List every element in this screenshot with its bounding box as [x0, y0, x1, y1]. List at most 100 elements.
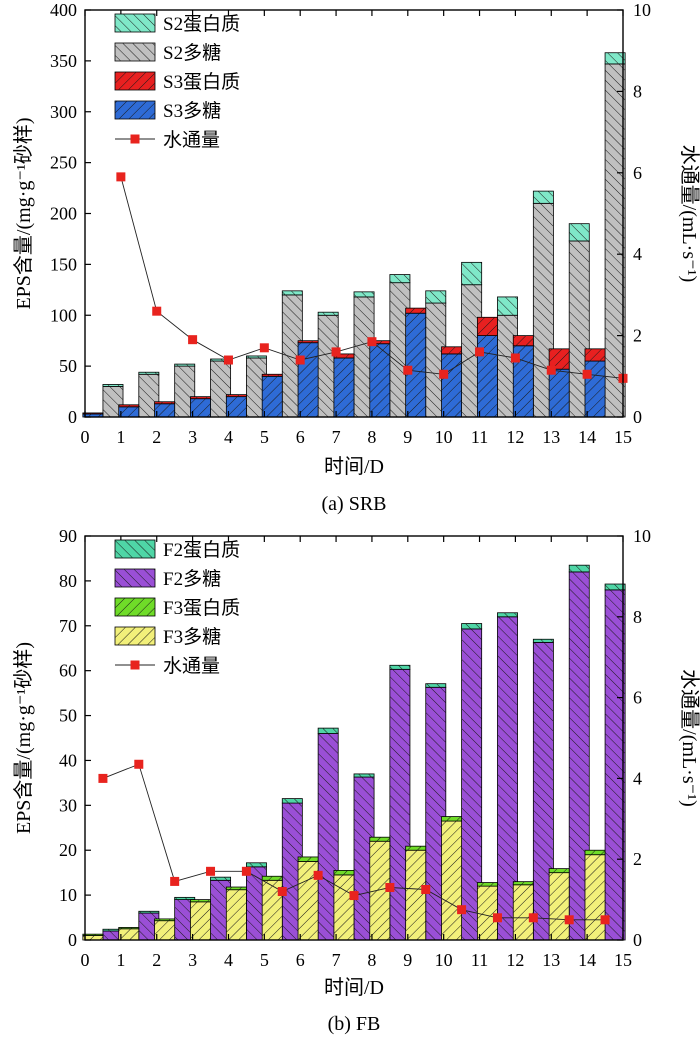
x-tick-label: 6 — [296, 950, 305, 970]
legend-label: S2多糖 — [163, 42, 221, 64]
legend-label: S2蛋白质 — [163, 13, 240, 35]
bar-hatch-f2-polysaccharide — [533, 642, 554, 940]
flux-point — [134, 759, 144, 769]
legend-label: F2蛋白质 — [163, 539, 240, 561]
flux-point — [475, 347, 485, 357]
bar-hatch-f3-polysaccharide — [262, 880, 283, 940]
bar-hatch-f2-protein — [138, 911, 159, 914]
bar-hatch-f3-polysaccharide — [369, 841, 390, 940]
legend-swatch-hatch — [115, 101, 155, 119]
bar-hatch-s2-polysaccharide — [102, 386, 124, 417]
bar-hatch-s2-protein — [497, 296, 518, 316]
bar-hatch-s3-protein — [190, 396, 211, 399]
x-tick-label: 11 — [471, 427, 488, 447]
bar-hatch-s3-protein — [82, 412, 103, 414]
bar-hatch-f2-polysaccharide — [102, 931, 124, 940]
y-axis-label: EPS含量/(mg·g⁻¹砂样) — [12, 117, 35, 309]
bar-hatch-s3-protein — [584, 348, 606, 362]
bar-hatch-s2-polysaccharide — [282, 294, 303, 417]
y-tick-label: 70 — [59, 616, 77, 636]
bar-hatch-s3-polysaccharide — [369, 343, 390, 417]
y-tick-label: 350 — [50, 51, 77, 71]
flux-point — [170, 876, 180, 886]
y2-axis-label: 水通量/(mL·s⁻¹) — [678, 145, 700, 283]
bar-hatch-f2-polysaccharide — [318, 733, 339, 940]
bar-hatch-s3-protein — [441, 346, 462, 354]
bar-hatch-s2-protein — [569, 223, 590, 241]
y-tick-label: 0 — [68, 407, 77, 427]
bar-hatch-f2-polysaccharide — [138, 913, 159, 940]
bar-hatch-s3-polysaccharide — [513, 345, 534, 417]
x-tick-label: 3 — [188, 950, 197, 970]
bar-hatch-s3-protein — [333, 353, 354, 358]
bar-hatch-f2-protein — [210, 877, 231, 881]
bar-hatch-s3-protein — [549, 348, 570, 370]
y-axis-label: EPS含量/(mg·g⁻¹砂样) — [12, 642, 35, 834]
flux-point — [349, 891, 359, 901]
bar-hatch-f3-protein — [477, 882, 498, 887]
bar-hatch-f2-protein — [174, 897, 195, 900]
y2-tick-label: 6 — [633, 688, 642, 708]
x-tick-label: 13 — [542, 427, 560, 447]
chart-panel-fb: 0 1 2 3 4 5 6 7 8 9 10 11 12 13 14 15010203040506070809… — [12, 526, 700, 1035]
flux-point — [546, 365, 556, 375]
bar-hatch-s2-protein — [354, 291, 375, 297]
bar-hatch-s3-protein — [262, 374, 283, 377]
y2-tick-label: 4 — [633, 244, 642, 264]
bar-hatch-s2-protein — [174, 364, 195, 367]
y-tick-label: 0 — [68, 930, 77, 950]
legend-marker — [130, 660, 140, 670]
y-tick-label: 400 — [50, 0, 77, 20]
bar-hatch-f2-protein — [425, 683, 446, 688]
y-tick-label: 150 — [50, 254, 77, 274]
flux-point — [564, 915, 574, 925]
bar-hatch-s3-polysaccharide — [82, 413, 103, 417]
bar-hatch-s3-polysaccharide — [190, 398, 211, 417]
x-tick-label: 8 — [367, 950, 376, 970]
bar-hatch-f3-polysaccharide — [82, 935, 103, 940]
bar-hatch-s3-polysaccharide — [154, 403, 175, 417]
bar-hatch-s3-polysaccharide — [226, 396, 247, 417]
x-tick-label: 4 — [224, 427, 233, 447]
bar-hatch-s2-protein — [102, 384, 124, 387]
bar-hatch-f2-polysaccharide — [605, 589, 626, 940]
legend-label: F3多糖 — [163, 626, 221, 648]
bar-hatch-f3-polysaccharide — [190, 901, 211, 940]
bar-hatch-f2-protein — [354, 773, 375, 778]
bar-hatch-f3-polysaccharide — [154, 920, 175, 940]
bar-hatch-f3-polysaccharide — [298, 861, 319, 940]
y2-tick-label: 0 — [633, 407, 642, 427]
bar-hatch-s2-protein — [210, 359, 231, 362]
flux-point — [439, 369, 449, 379]
bar-hatch-f2-polysaccharide — [497, 616, 518, 940]
bar-hatch-f3-protein — [584, 850, 606, 855]
x-tick-label: 13 — [542, 950, 560, 970]
bar-hatch-s2-polysaccharide — [174, 366, 195, 417]
x-tick-label: 6 — [296, 427, 305, 447]
legend-swatch-hatch — [115, 569, 155, 587]
flux-point — [223, 355, 233, 365]
flux-point — [600, 915, 610, 925]
bar-hatch-f3-protein — [333, 870, 354, 875]
bar-hatch-f3-protein — [369, 837, 390, 842]
legend-label: 水通量 — [163, 655, 220, 677]
flux-point — [295, 355, 305, 365]
plot-frame — [84, 535, 624, 941]
bar-hatch-f3-polysaccharide — [333, 874, 354, 940]
bar-hatch-s3-polysaccharide — [333, 357, 354, 417]
bar-hatch-f2-polysaccharide — [354, 777, 375, 940]
flux-point — [116, 172, 126, 182]
flux-point — [188, 335, 198, 345]
y-tick-label: 100 — [50, 305, 77, 325]
bar-hatch-f3-protein — [298, 856, 319, 862]
bar-hatch-f3-polysaccharide — [584, 854, 606, 940]
bar-hatch-s2-protein — [138, 372, 159, 375]
bar-hatch-s3-polysaccharide — [298, 342, 319, 417]
x-tick-label: 3 — [188, 427, 197, 447]
bar-hatch-f3-polysaccharide — [226, 889, 247, 940]
x-tick-label: 10 — [435, 427, 453, 447]
flux-point — [206, 866, 216, 876]
bar-hatch-f2-polysaccharide — [425, 687, 446, 940]
x-tick-label: 7 — [332, 950, 341, 970]
